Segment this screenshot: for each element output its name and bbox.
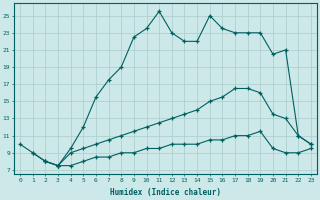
X-axis label: Humidex (Indice chaleur): Humidex (Indice chaleur) [110, 188, 221, 197]
